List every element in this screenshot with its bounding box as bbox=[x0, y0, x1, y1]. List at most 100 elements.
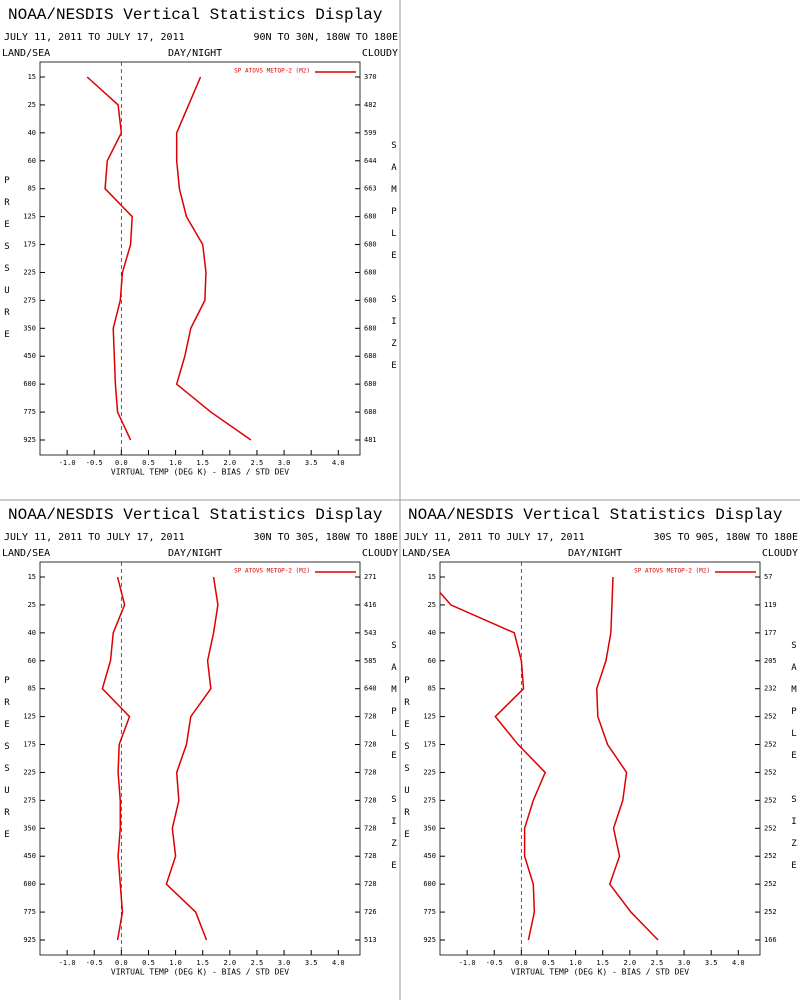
x-tick-label: 4.0 bbox=[332, 459, 345, 467]
region: 90N TO 30N, 180W TO 180E bbox=[254, 32, 399, 43]
sample-size: 728 bbox=[364, 852, 377, 860]
panel: NOAA/NESDIS Vertical Statistics Display J… bbox=[402, 506, 799, 976]
sample-size: 252 bbox=[764, 713, 777, 721]
x-tick-label: 3.0 bbox=[278, 959, 291, 967]
y2-axis-label: SAMPLE SIZE bbox=[389, 641, 399, 883]
y-tick-label: 225 bbox=[23, 768, 36, 776]
x-tick-label: 1.0 bbox=[169, 459, 182, 467]
x-tick-label: 1.5 bbox=[596, 959, 609, 967]
y-tick-label: 600 bbox=[23, 380, 36, 388]
y-tick-label: 925 bbox=[23, 936, 36, 944]
y-tick-label: 175 bbox=[23, 741, 36, 749]
land-sea: LAND/SEA bbox=[2, 548, 50, 559]
x-axis-label: VIRTUAL TEMP (DEG K) - BIAS / STD DEV bbox=[111, 468, 289, 477]
region: 30S TO 90S, 180W TO 180E bbox=[654, 532, 799, 543]
y-tick-label: 775 bbox=[423, 908, 436, 916]
sample-size: 252 bbox=[764, 768, 777, 776]
y-tick-label: 85 bbox=[428, 685, 436, 693]
sample-size: 252 bbox=[764, 824, 777, 832]
x-tick-label: 2.5 bbox=[251, 959, 264, 967]
x-tick-label: 1.0 bbox=[169, 959, 182, 967]
y-tick-label: 600 bbox=[423, 880, 436, 888]
x-tick-label: 0.0 bbox=[115, 959, 128, 967]
sample-size: 177 bbox=[764, 629, 777, 637]
x-tick-label: 3.5 bbox=[305, 959, 318, 967]
y-tick-label: 350 bbox=[423, 824, 436, 832]
sample-size: 482 bbox=[364, 101, 377, 109]
legend-label: SP ATOVS METOP-2 (M2) bbox=[234, 568, 310, 575]
sample-size: 481 bbox=[364, 436, 377, 444]
sample-size: 252 bbox=[764, 796, 777, 804]
y-tick-label: 60 bbox=[28, 657, 36, 665]
y-tick-label: 450 bbox=[423, 852, 436, 860]
sample-size: 680 bbox=[364, 324, 377, 332]
sample-size: 416 bbox=[364, 601, 377, 609]
legend-label: SP ATOVS METOP-2 (M2) bbox=[634, 568, 710, 575]
sample-size: 271 bbox=[364, 573, 377, 581]
y-tick-label: 450 bbox=[23, 852, 36, 860]
y2-axis-label: SAMPLE SIZE bbox=[789, 641, 799, 883]
sample-size: 680 bbox=[364, 268, 377, 276]
x-tick-label: 2.5 bbox=[251, 459, 264, 467]
x-tick-label: 2.0 bbox=[224, 959, 237, 967]
date-range: JULY 11, 2011 TO JULY 17, 2011 bbox=[404, 532, 585, 543]
y-tick-label: 925 bbox=[23, 436, 36, 444]
x-tick-label: 3.5 bbox=[705, 959, 718, 967]
y-tick-label: 85 bbox=[28, 185, 36, 193]
y-axis-label: PRESSURE bbox=[2, 676, 12, 852]
std-dev-line bbox=[595, 576, 659, 941]
legend-label: SP ATOVS METOP-2 (M2) bbox=[234, 68, 310, 75]
y-tick-label: 450 bbox=[23, 352, 36, 360]
x-tick-label: 3.0 bbox=[278, 459, 291, 467]
y-tick-label: 275 bbox=[23, 296, 36, 304]
y-tick-label: 15 bbox=[428, 573, 436, 581]
region: 30N TO 30S, 180W TO 180E bbox=[254, 532, 399, 543]
sample-size: 232 bbox=[764, 685, 777, 693]
y-tick-label: 15 bbox=[28, 573, 36, 581]
sample-size: 252 bbox=[764, 741, 777, 749]
chart-title: NOAA/NESDIS Vertical Statistics Display bbox=[408, 506, 783, 524]
y-tick-label: 925 bbox=[423, 936, 436, 944]
x-tick-label: 4.0 bbox=[732, 959, 745, 967]
y-axis-label: PRESSURE bbox=[2, 176, 12, 352]
x-tick-label: 0.5 bbox=[142, 959, 155, 967]
panel: NOAA/NESDIS Vertical Statistics Display J… bbox=[2, 6, 399, 476]
y-tick-label: 60 bbox=[428, 657, 436, 665]
sample-size: 513 bbox=[364, 936, 377, 944]
sample-size: 252 bbox=[764, 908, 777, 916]
y-tick-label: 25 bbox=[28, 101, 36, 109]
y-tick-label: 125 bbox=[423, 713, 436, 721]
y-tick-label: 175 bbox=[23, 241, 36, 249]
sample-size: 205 bbox=[764, 657, 777, 665]
y-tick-label: 175 bbox=[423, 741, 436, 749]
y-tick-label: 225 bbox=[423, 768, 436, 776]
sample-size: 728 bbox=[364, 824, 377, 832]
day-night: DAY/NIGHT bbox=[168, 48, 222, 59]
x-tick-label: -1.0 bbox=[59, 459, 76, 467]
sample-size: 728 bbox=[364, 768, 377, 776]
plot-frame bbox=[439, 561, 761, 956]
sample-size: 640 bbox=[364, 685, 377, 693]
x-tick-label: -1.0 bbox=[59, 959, 76, 967]
day-night: DAY/NIGHT bbox=[568, 548, 622, 559]
sample-size: 680 bbox=[364, 296, 377, 304]
sample-size: 252 bbox=[764, 852, 777, 860]
x-tick-label: -0.5 bbox=[86, 959, 103, 967]
chart-title: NOAA/NESDIS Vertical Statistics Display bbox=[8, 506, 383, 524]
sample-size: 663 bbox=[364, 185, 377, 193]
y-tick-label: 25 bbox=[28, 601, 36, 609]
sample-size: 680 bbox=[364, 408, 377, 416]
std-dev-line bbox=[175, 76, 252, 441]
panel: NOAA/NESDIS Vertical Statistics Display J… bbox=[2, 506, 399, 976]
sample-size: 585 bbox=[364, 657, 377, 665]
cloud: CLOUDY bbox=[762, 548, 798, 559]
y-tick-label: 85 bbox=[28, 685, 36, 693]
sample-size: 543 bbox=[364, 629, 377, 637]
y-tick-label: 275 bbox=[423, 796, 436, 804]
sample-size: 644 bbox=[364, 157, 377, 165]
x-tick-label: 0.5 bbox=[542, 959, 555, 967]
y-tick-label: 40 bbox=[428, 629, 436, 637]
x-axis-label: VIRTUAL TEMP (DEG K) - BIAS / STD DEV bbox=[511, 968, 689, 977]
x-tick-label: 1.5 bbox=[196, 959, 209, 967]
